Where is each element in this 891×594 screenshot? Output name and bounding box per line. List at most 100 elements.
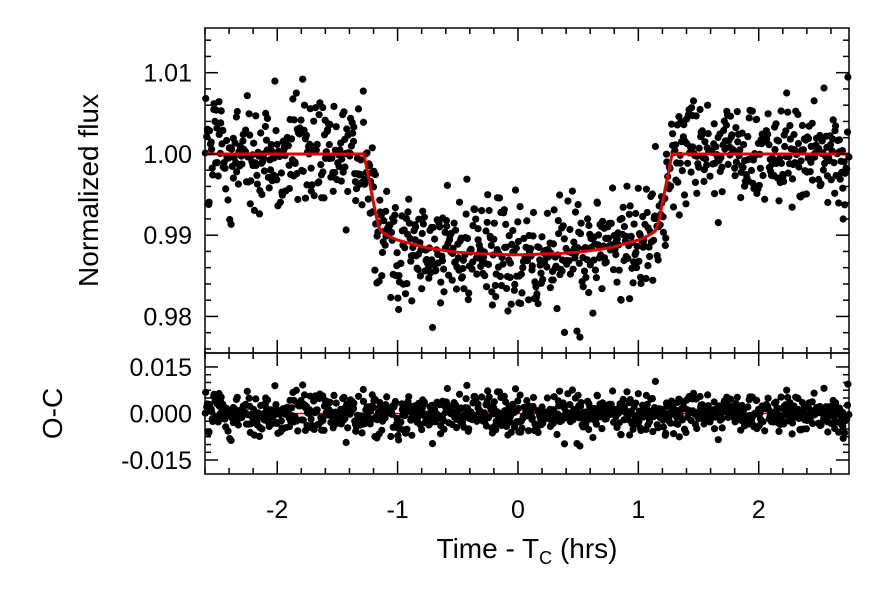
- flux-point: [830, 159, 838, 167]
- flux-point: [310, 192, 318, 200]
- flux-point: [206, 127, 214, 135]
- flux-point: [397, 259, 405, 267]
- flux-point: [420, 213, 428, 221]
- flux-point: [696, 105, 704, 114]
- flux-point: [609, 184, 617, 192]
- flux-point: [504, 307, 512, 315]
- residual-point: [761, 427, 769, 435]
- residual-point: [511, 385, 520, 393]
- flux-point: [285, 161, 293, 169]
- flux-point: [806, 168, 814, 176]
- flux-point: [525, 296, 533, 304]
- flux-point: [219, 126, 227, 134]
- flux-point: [328, 154, 336, 162]
- residual-point: [574, 391, 582, 399]
- residual-point: [495, 388, 504, 396]
- flux-point: [591, 266, 600, 274]
- flux-point: [625, 210, 633, 218]
- residual-point: [635, 418, 643, 426]
- residual-point: [577, 399, 585, 407]
- residual-point: [529, 393, 538, 402]
- flux-point: [633, 242, 641, 250]
- flux-point: [835, 199, 843, 207]
- residual-point: [675, 433, 683, 441]
- flux-point: [642, 274, 650, 283]
- flux-point: [405, 195, 413, 203]
- flux-point: [357, 156, 365, 164]
- residual-point: [455, 390, 464, 398]
- residual-point: [383, 393, 391, 401]
- residual-tick-label: 0.000: [129, 401, 192, 429]
- flux-point: [234, 180, 242, 188]
- flux-point: [620, 223, 629, 231]
- flux-point: [731, 172, 739, 180]
- flux-point: [667, 182, 675, 190]
- flux-point: [550, 206, 558, 214]
- flux-point: [349, 129, 357, 137]
- flux-point: [289, 95, 297, 103]
- flux-point: [543, 209, 552, 217]
- flux-point: [331, 169, 339, 177]
- flux-point: [599, 217, 607, 225]
- flux-point: [632, 209, 640, 218]
- flux-point: [452, 226, 460, 234]
- flux-point: [532, 283, 540, 291]
- flux-point: [700, 177, 708, 185]
- flux-point: [576, 230, 585, 238]
- residual-point: [288, 404, 296, 412]
- flux-point: [579, 283, 587, 291]
- flux-point: [722, 121, 731, 129]
- flux-point: [217, 119, 225, 127]
- flux-point: [208, 145, 216, 153]
- residual-point: [710, 398, 718, 406]
- flux-point: [543, 263, 551, 271]
- flux-point: [415, 215, 423, 223]
- flux-point: [747, 166, 756, 175]
- residual-axis-ticks: -2 -1 0 1 2 -0.015 0.000 0.015: [121, 353, 849, 524]
- flux-point: [843, 128, 852, 136]
- residual-point: [330, 391, 338, 399]
- flux-point: [378, 248, 387, 256]
- flux-point: [308, 181, 316, 189]
- flux-point: [687, 168, 695, 176]
- residual-point: [835, 428, 843, 436]
- flux-point: [364, 195, 372, 203]
- residual-point: [566, 401, 574, 409]
- flux-point: [593, 199, 602, 207]
- flux-point: [502, 243, 510, 251]
- residual-point: [777, 393, 785, 401]
- flux-point: [761, 195, 769, 203]
- flux-point: [238, 160, 246, 168]
- residual-point: [682, 428, 690, 437]
- flux-point: [610, 266, 618, 274]
- flux-point: [636, 231, 644, 239]
- flux-point: [214, 172, 222, 180]
- flux-point: [490, 219, 498, 227]
- flux-point: [671, 147, 679, 155]
- flux-point: [808, 176, 817, 184]
- residual-point: [395, 436, 403, 444]
- flux-point: [465, 289, 473, 297]
- flux-point: [463, 234, 472, 242]
- flux-point: [258, 190, 266, 199]
- flux-point: [695, 163, 703, 171]
- flux-point: [613, 235, 621, 243]
- residual-point: [359, 385, 367, 394]
- flux-point: [771, 145, 779, 154]
- flux-point: [311, 104, 320, 112]
- flux-point: [687, 104, 696, 112]
- flux-point: [221, 164, 229, 172]
- flux-point: [580, 267, 589, 275]
- flux-point: [302, 131, 310, 139]
- residual-point: [609, 387, 617, 395]
- flux-point: [797, 157, 805, 165]
- flux-point: [731, 164, 739, 172]
- flux-point: [788, 203, 796, 211]
- flux-point: [728, 131, 736, 139]
- flux-point: [315, 111, 323, 119]
- residual-point: [744, 403, 752, 411]
- flux-point: [520, 234, 528, 243]
- flux-point: [820, 84, 828, 92]
- flux-point: [626, 202, 634, 210]
- flux-point: [689, 143, 697, 151]
